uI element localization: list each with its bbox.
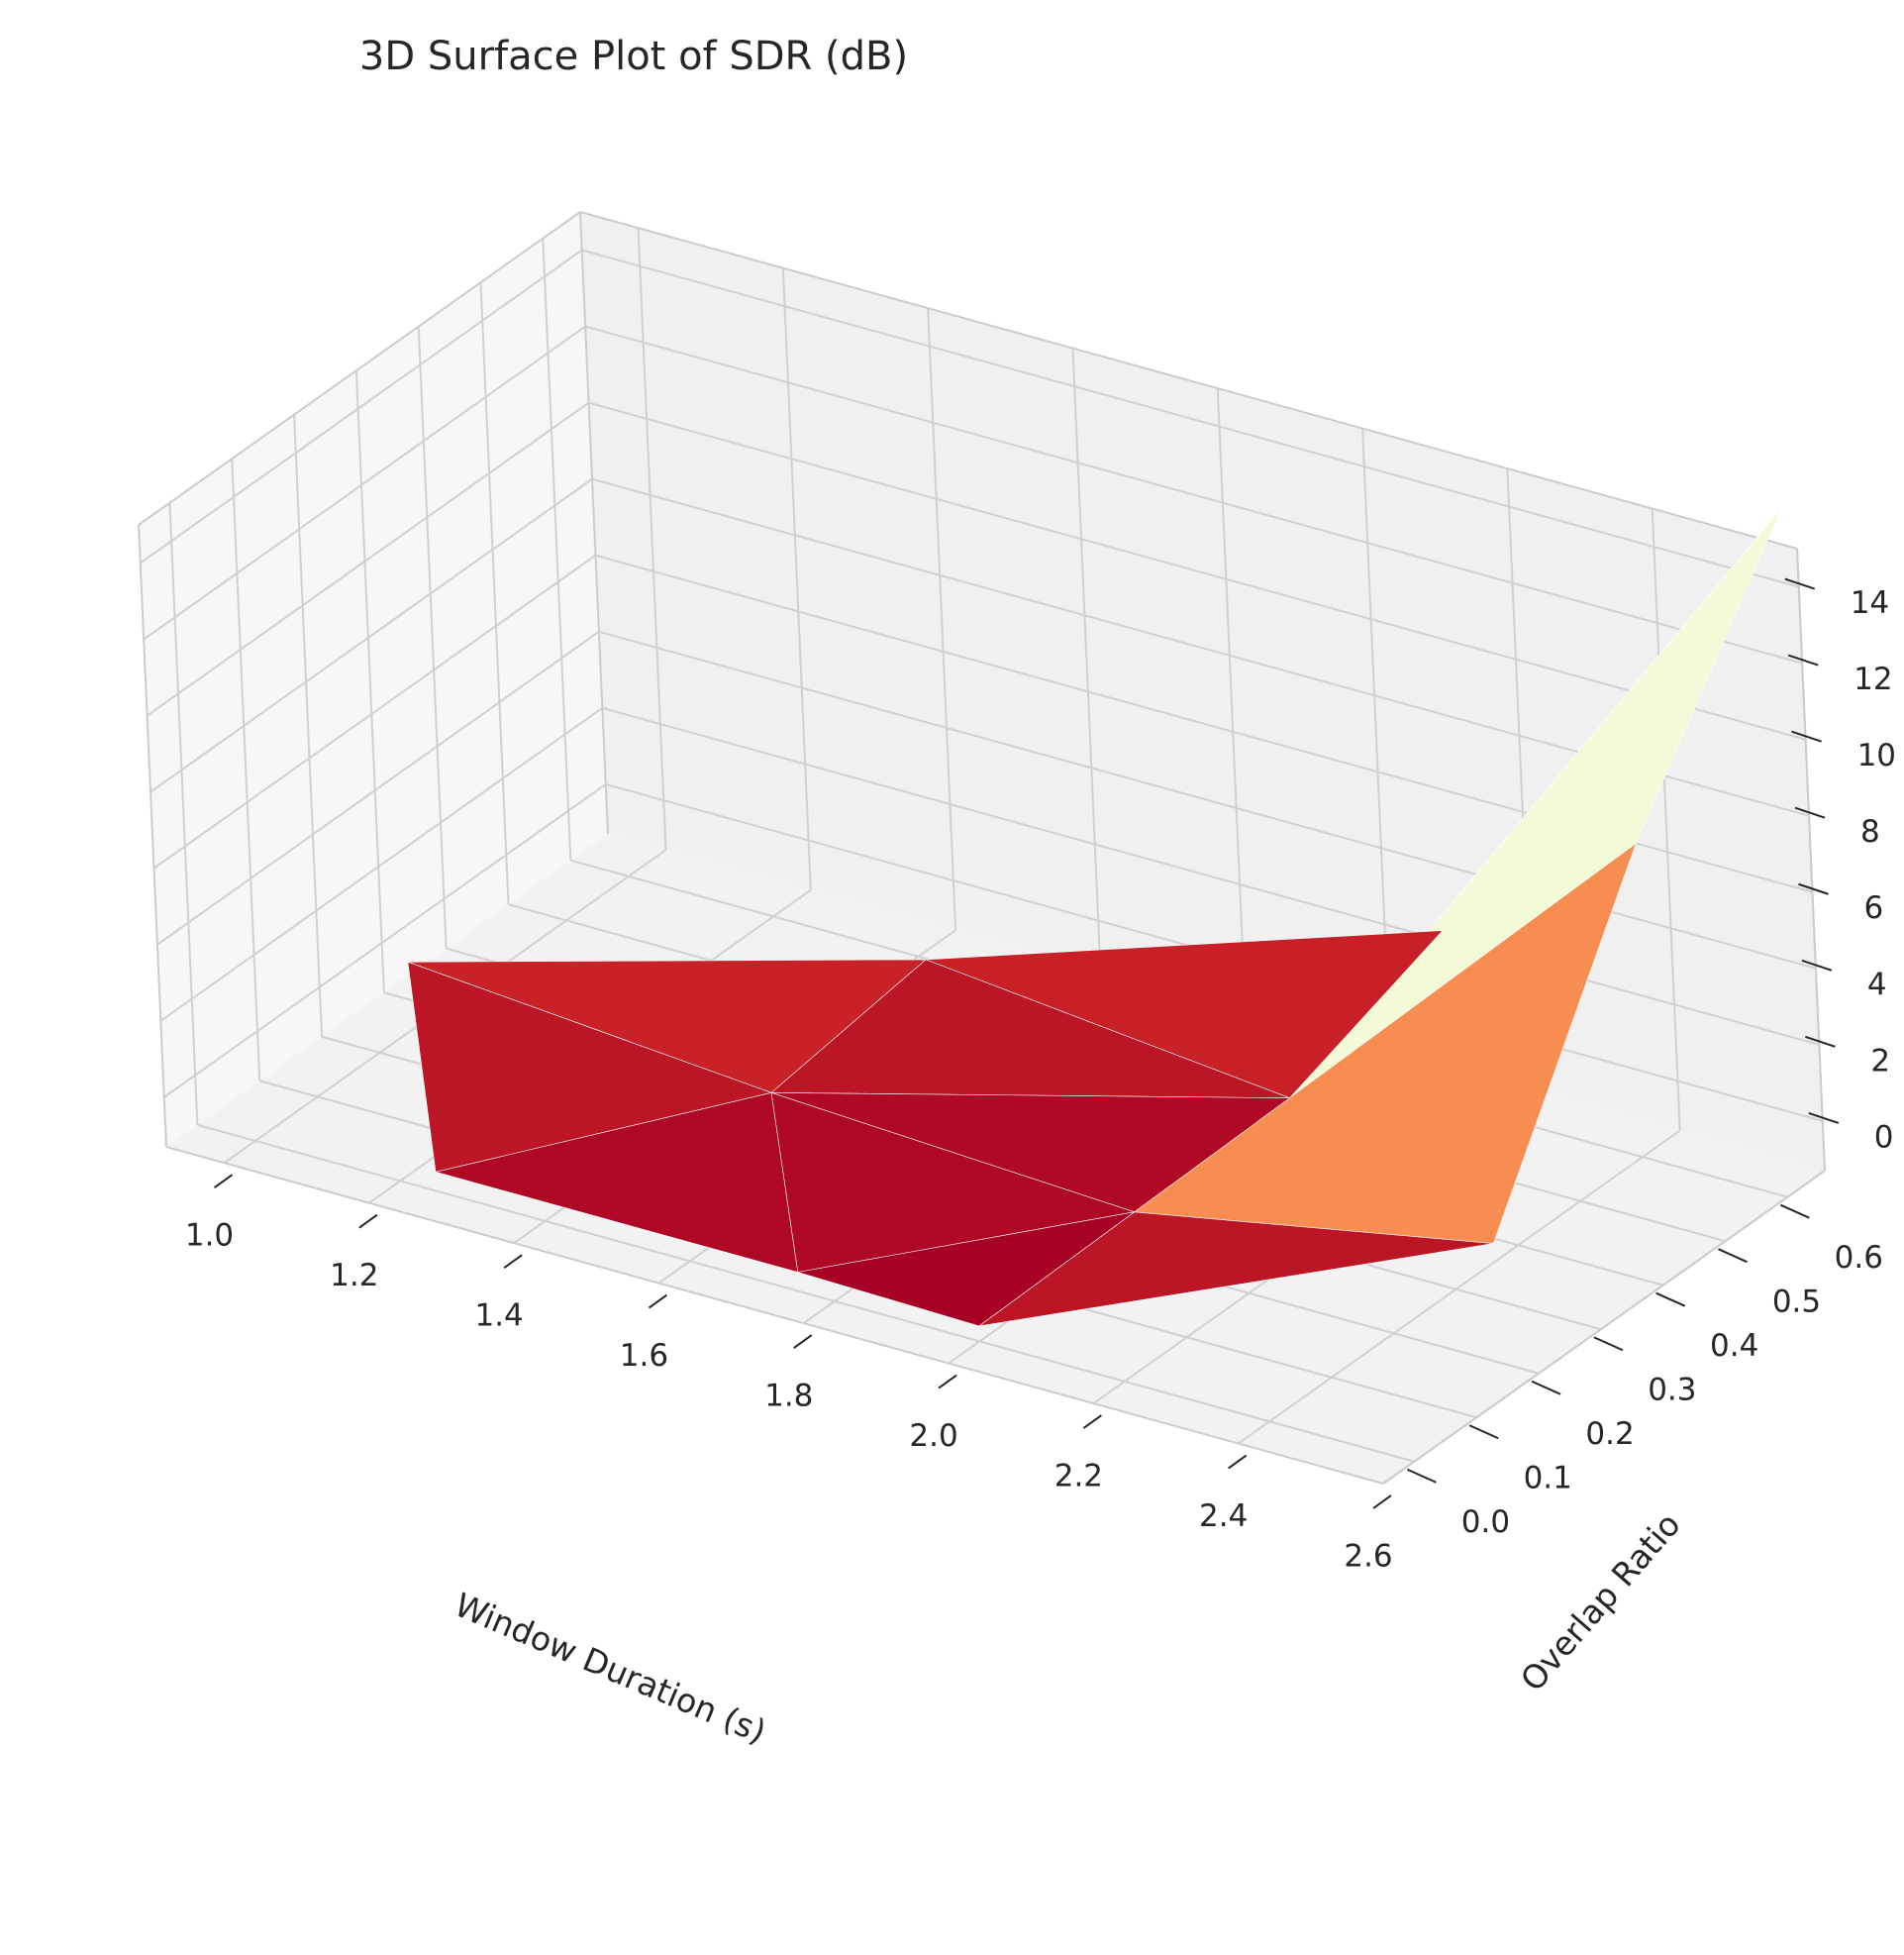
z-gridline-left <box>147 401 590 717</box>
y-tick-label: 0.1 <box>1524 1461 1572 1496</box>
z-gridline-back <box>602 706 1820 1046</box>
x-tick-label: 1.2 <box>330 1258 378 1293</box>
x-tick-label: 1.0 <box>185 1218 234 1254</box>
x-tick-mark <box>503 1254 523 1269</box>
z-tick-mark <box>1794 806 1826 819</box>
y-gridline-left <box>479 282 510 905</box>
x-tick-mark <box>358 1213 378 1229</box>
z-gridline-left <box>156 630 600 946</box>
z-tick-mark <box>1787 654 1819 667</box>
y-tick-mark <box>1593 1336 1624 1352</box>
pane-edge <box>1796 548 1826 1172</box>
z-tick-mark <box>1801 959 1833 972</box>
x-tick-label: 1.6 <box>620 1338 668 1374</box>
x-gridline-back <box>781 267 812 890</box>
x-tick-label: 2.6 <box>1344 1539 1392 1575</box>
z-gridline-left <box>152 554 597 870</box>
z-tick-label: 12 <box>1854 662 1892 697</box>
x-gridline-back <box>1071 348 1102 971</box>
x-gridline-back <box>927 308 957 931</box>
pane-edge <box>138 211 581 526</box>
y-tick-label: 0.4 <box>1710 1328 1758 1364</box>
y-tick-mark <box>1655 1291 1686 1307</box>
z-tick-label: 14 <box>1851 585 1889 621</box>
y-gridline-floor <box>197 1123 1415 1463</box>
z-tick-mark <box>1784 577 1816 590</box>
z-tick-label: 0 <box>1874 1119 1894 1155</box>
z-gridline-left <box>143 325 586 641</box>
z-tick-label: 6 <box>1863 890 1883 926</box>
x-tick-mark <box>793 1334 813 1349</box>
pane-edge <box>1382 1170 1826 1485</box>
surface-triangle <box>797 1211 1135 1327</box>
x-tick-label: 2.0 <box>909 1418 957 1454</box>
z-tick-label: 2 <box>1870 1043 1890 1079</box>
pane-edge <box>579 211 609 835</box>
y-tick-mark <box>1718 1248 1748 1264</box>
chart-title: 3D Surface Plot of SDR (dB) <box>359 34 908 79</box>
y-tick-label: 0.0 <box>1461 1504 1510 1540</box>
y-tick-mark <box>1406 1468 1437 1484</box>
z-gridline-back <box>584 325 1803 665</box>
pane-edge <box>138 524 167 1148</box>
z-tick-label: 8 <box>1860 814 1880 850</box>
x-tick-mark <box>213 1174 234 1189</box>
x-tick-mark <box>1082 1414 1102 1429</box>
z-tick-mark <box>1805 1035 1836 1048</box>
x-tick-label: 2.2 <box>1054 1459 1103 1494</box>
z-tick-mark <box>1808 1111 1840 1124</box>
y-gridline-left <box>417 326 448 949</box>
x-tick-mark <box>648 1293 668 1309</box>
y-gridline-left <box>293 414 324 1037</box>
z-gridline-left <box>150 477 593 793</box>
x-tick-label: 2.4 <box>1199 1498 1248 1534</box>
x-gridline-back <box>1651 508 1681 1131</box>
y-tick-label: 0.6 <box>1835 1240 1883 1276</box>
z-tick-mark <box>1798 882 1829 895</box>
z-tick-label: 4 <box>1867 967 1887 1002</box>
x-gridline-back <box>1216 388 1247 1011</box>
y-tick-label: 0.3 <box>1648 1373 1696 1408</box>
y-gridline-left <box>354 370 385 993</box>
z-tick-label: 10 <box>1857 738 1896 773</box>
y-gridline-left <box>231 459 261 1081</box>
y-tick-mark <box>1779 1203 1810 1219</box>
x-tick-label: 1.8 <box>764 1379 813 1414</box>
y-tick-mark <box>1531 1380 1561 1395</box>
z-gridline-back <box>598 630 1817 970</box>
surface-triangle <box>407 961 772 1173</box>
x-tick-mark <box>938 1374 957 1389</box>
z-gridline-left <box>140 249 583 565</box>
x-tick-mark <box>1372 1494 1392 1509</box>
z-gridline-left <box>159 707 603 1022</box>
y-tick-label: 0.5 <box>1772 1285 1821 1320</box>
z-gridline-back <box>588 401 1806 741</box>
x-tick-label: 1.4 <box>474 1298 523 1334</box>
x-tick-mark <box>1228 1454 1248 1470</box>
x-gridline-floor <box>1238 1129 1681 1445</box>
pane-edge <box>165 1146 1384 1485</box>
z-gridline-left <box>163 783 607 1098</box>
y-tick-label: 0.2 <box>1585 1416 1634 1452</box>
x-gridline-back <box>637 228 667 851</box>
left-wall-pane <box>139 212 608 1147</box>
y-tick-mark <box>1468 1424 1499 1440</box>
z-tick-mark <box>1791 730 1822 743</box>
pane-edge <box>579 211 1798 550</box>
y-gridline-left <box>168 502 199 1125</box>
y-gridline-left <box>542 238 572 861</box>
z-gridline-back <box>581 249 1799 588</box>
